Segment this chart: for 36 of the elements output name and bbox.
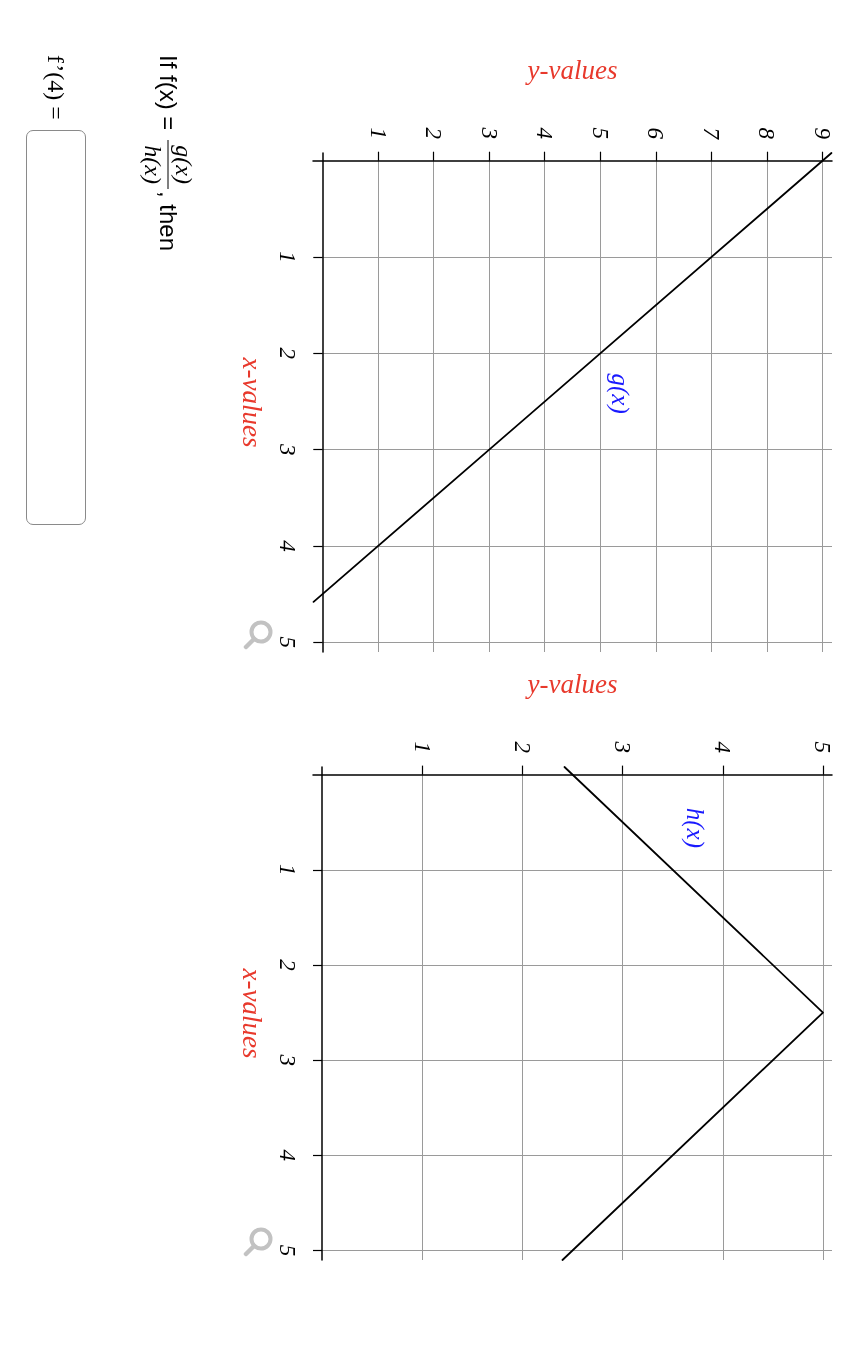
- answer-field[interactable]: [26, 129, 86, 525]
- x-tick-label: 8: [754, 127, 780, 140]
- x-tick-label: 9: [810, 127, 836, 140]
- x-axis-title: y-values: [524, 54, 618, 85]
- x-tick-label: 4: [532, 127, 558, 139]
- x-tick-label: 2: [509, 741, 535, 753]
- x-tick-label: 3: [610, 740, 636, 753]
- y-tick-label: 5: [275, 1244, 300, 1257]
- y-axis-title: x-values: [236, 967, 267, 1059]
- y-tick-label: 5: [275, 636, 300, 649]
- x-axis-title: y-values: [524, 668, 618, 699]
- x-tick-label: 5: [587, 127, 613, 139]
- text: If f(x) =: [154, 55, 182, 131]
- y-axis-title: x-values: [236, 356, 267, 448]
- x-tick-label: 6: [643, 127, 669, 140]
- y-tick-label: 3: [275, 442, 300, 456]
- x-tick-label: 1: [409, 741, 435, 753]
- x-tick-label: 5: [810, 741, 836, 753]
- y-tick-label: 2: [275, 959, 300, 971]
- x-tick-label: 7: [698, 127, 724, 141]
- y-tick-label: 1: [275, 251, 300, 263]
- text: f’(4) =: [42, 55, 70, 120]
- x-tick-label: 4: [710, 741, 736, 753]
- y-tick-label: 2: [275, 347, 300, 360]
- text: , then: [154, 190, 182, 252]
- y-tick-label: 3: [275, 1053, 300, 1066]
- text: h(x): [139, 140, 169, 189]
- y-tick-label: 4: [275, 1149, 300, 1162]
- text: g(x): [606, 373, 635, 414]
- y-tick-label: 1: [275, 864, 300, 876]
- text: h(x): [681, 807, 710, 849]
- y-tick-label: 4: [275, 540, 300, 552]
- x-tick-label: 3: [476, 126, 502, 139]
- text: g(x): [169, 144, 197, 186]
- x-tick-label: 1: [365, 127, 391, 139]
- x-tick-label: 2: [421, 127, 447, 139]
